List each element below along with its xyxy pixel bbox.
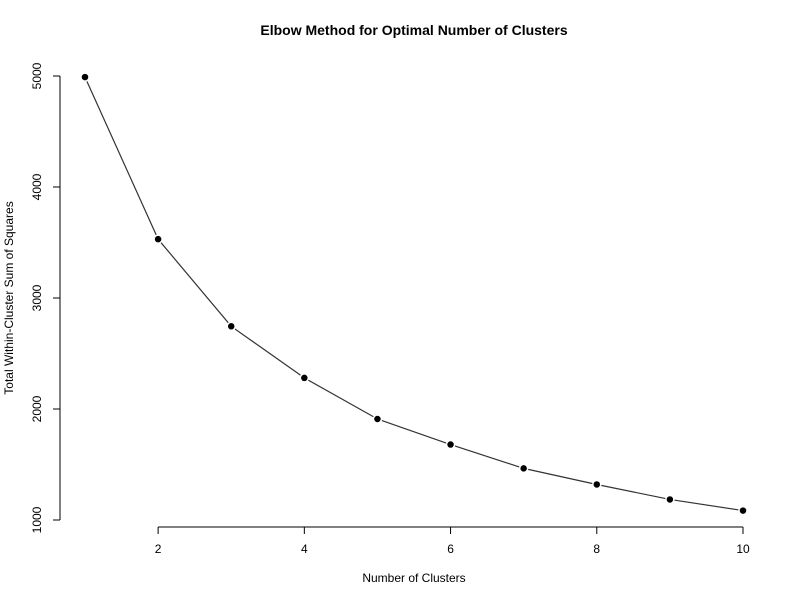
x-axis-label: Number of Clusters	[362, 571, 465, 585]
y-tick-label: 3000	[30, 284, 44, 311]
data-point	[518, 463, 529, 474]
data-point	[153, 234, 163, 244]
y-tick-label: 1000	[30, 506, 44, 533]
series-group	[80, 72, 748, 516]
x-tick-label: 10	[736, 542, 750, 556]
y-axis: 1000 2000 3000 4000 5000	[30, 62, 61, 533]
x-tick-label: 6	[447, 542, 454, 556]
x-axis: 2 4 6 8 10	[155, 526, 750, 556]
data-point	[372, 414, 383, 424]
data-point	[80, 72, 90, 82]
data-point	[665, 494, 675, 505]
x-tick-label: 2	[155, 542, 162, 556]
x-tick-label: 4	[301, 542, 308, 556]
data-point	[445, 439, 456, 450]
series-line	[84, 76, 744, 512]
y-axis-label: Total Within-Cluster Sum of Squares	[2, 201, 16, 394]
data-point	[738, 505, 748, 516]
data-point	[299, 373, 310, 383]
data-point	[226, 321, 236, 332]
x-tick-label: 8	[593, 542, 600, 556]
chart-title: Elbow Method for Optimal Number of Clust…	[260, 22, 567, 38]
data-point	[592, 479, 602, 490]
y-tick-label: 2000	[30, 395, 44, 422]
y-tick-label: 5000	[30, 62, 44, 89]
y-tick-label: 4000	[30, 173, 44, 200]
